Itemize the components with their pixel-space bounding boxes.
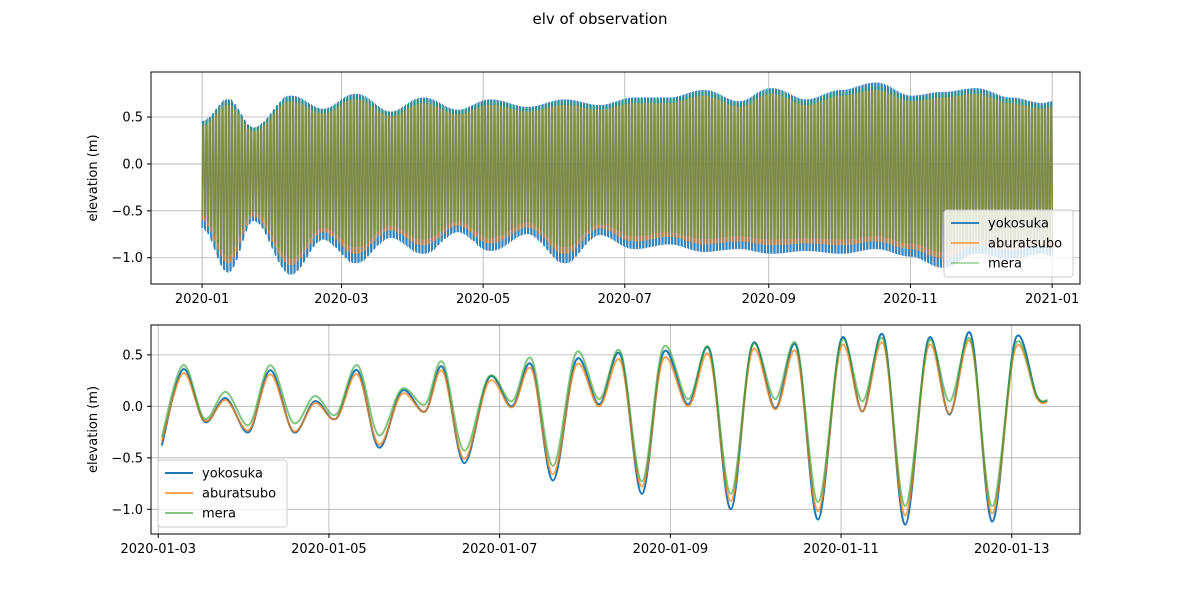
legend-label-yokosuka: yokosuka: [988, 217, 1049, 232]
series-aburatsubo: [201, 89, 1054, 266]
legend-label-mera: mera: [988, 257, 1022, 272]
legend: yokosuka aburatsubo mera: [943, 209, 1074, 278]
series-yokosuka: [201, 82, 1054, 276]
x-tick-label: 2020-01: [175, 292, 229, 307]
legend-label-aburatsubo: aburatsubo: [988, 237, 1062, 252]
x-tick-label: 2020-01-13: [974, 542, 1050, 557]
y-tick-label: −1.0: [111, 503, 143, 518]
subplot-top: 2020-01 2020-03 2020-05 2020-07 2020-09 2020-…: [86, 71, 1081, 307]
x-tick-label: 2020-11: [883, 292, 937, 307]
x-tick-label: 2021-01: [1025, 292, 1079, 307]
legend-label-mera: mera: [202, 507, 236, 522]
series-mera: [160, 336, 1048, 508]
x-tick-label: 2020-09: [742, 292, 796, 307]
figure-suptitle: elv of observation: [533, 10, 668, 28]
x-tick-label: 2020-01-11: [803, 542, 879, 557]
x-tick-label: 2020-01-09: [633, 542, 709, 557]
legend-box: [157, 459, 288, 528]
legend-label-yokosuka: yokosuka: [202, 467, 263, 482]
series-mera: [201, 86, 1054, 260]
subplot-bottom: 2020-01-03 2020-01-05 2020-01-07 2020-01-09…: [86, 324, 1081, 557]
y-tick-label: 0.5: [122, 111, 143, 126]
x-tick-label: 2020-01-03: [120, 542, 196, 557]
x-tick-label: 2020-01-07: [462, 542, 538, 557]
series-group: [160, 331, 1048, 526]
y-axis-label: elevation (m): [86, 386, 101, 473]
series-group: [201, 82, 1054, 276]
x-tick-label: 2020-03: [314, 292, 368, 307]
axes-frame: [150, 71, 1081, 285]
x-tick-label: 2020-01-05: [291, 542, 367, 557]
legend-label-aburatsubo: aburatsubo: [202, 487, 276, 502]
y-tick-label: −1.0: [111, 251, 143, 266]
y-tick-label: 0.0: [122, 157, 143, 172]
axes-frame: [150, 324, 1081, 535]
y-axis-label: elevation (m): [86, 134, 101, 221]
x-tick-label: 2020-05: [456, 292, 510, 307]
x-tick-label: 2020-07: [598, 292, 652, 307]
y-tick-label: 0.0: [122, 400, 143, 415]
legend-box: [943, 209, 1074, 278]
legend: yokosuka aburatsubo mera: [157, 459, 288, 528]
y-tick-label: 0.5: [122, 348, 143, 363]
y-tick-label: −0.5: [111, 451, 143, 466]
y-tick-label: −0.5: [111, 204, 143, 219]
